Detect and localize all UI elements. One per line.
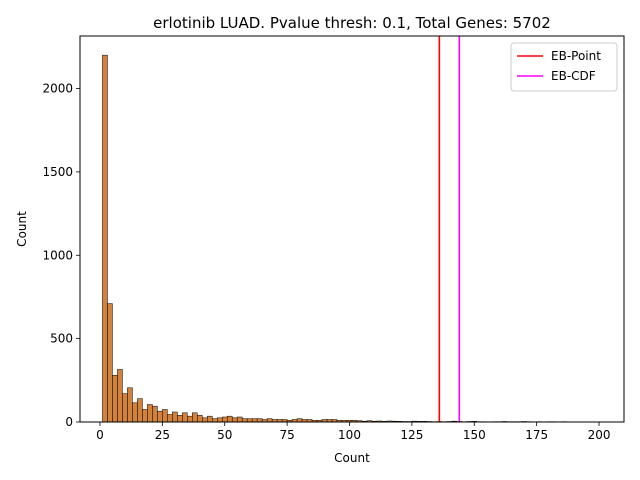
histogram-bar [246, 418, 253, 423]
plot-area-frame [79, 35, 625, 423]
x-axis: 0 25 50 75 100 125 150 175 200 [96, 422, 610, 442]
histogram-bar [127, 387, 133, 423]
legend-label-eb-point: EB-Point [551, 49, 601, 63]
histogram-bar [221, 416, 228, 423]
y-tick-label: 0 [65, 415, 73, 429]
histogram-bar [142, 409, 148, 423]
histogram-bar [132, 402, 138, 423]
x-axis-label: Count [334, 451, 370, 465]
histogram-bar [152, 405, 158, 423]
y-axis-label: Count [15, 211, 29, 247]
histogram-bar [147, 404, 153, 423]
histogram-bar [167, 414, 173, 423]
y-tick-label: 500 [50, 332, 73, 346]
histogram-bar [226, 415, 233, 423]
x-tick-label: 175 [525, 428, 548, 442]
x-tick-label: 75 [279, 428, 294, 442]
y-tick-label: 1000 [42, 248, 73, 262]
histogram-bar [207, 415, 213, 423]
histogram-bar [177, 415, 183, 423]
x-tick-label: 125 [400, 428, 423, 442]
histogram-bars [102, 54, 602, 423]
histogram-bar [236, 416, 243, 423]
y-axis: 0 500 1000 1500 2000 [42, 82, 80, 429]
y-tick-label: 1500 [42, 165, 73, 179]
x-tick-label: 200 [588, 428, 611, 442]
histogram-bar [192, 412, 198, 423]
legend-label-eb-cdf: EB-CDF [551, 69, 596, 83]
histogram-bar [182, 412, 188, 423]
legend-box [510, 42, 618, 92]
histogram-bar [187, 415, 193, 423]
histogram-bar [107, 303, 113, 423]
x-tick-label: 150 [463, 428, 486, 442]
histogram-bar [266, 418, 273, 423]
histogram-bar [202, 417, 208, 423]
histogram-bar [241, 418, 248, 423]
legend: EB-Point EB-CDF [510, 42, 618, 92]
histogram-bar [112, 375, 118, 423]
x-tick-label: 25 [155, 428, 170, 442]
histogram-bar [296, 418, 303, 423]
histogram-bar [157, 410, 163, 423]
chart-title: erlotinib LUAD. Pvalue thresh: 0.1, Tota… [153, 14, 551, 32]
x-tick-label: 100 [338, 428, 361, 442]
histogram-bar [162, 409, 168, 423]
histogram-bar [102, 54, 108, 423]
y-tick-label: 2000 [42, 82, 73, 96]
histogram-bar [172, 411, 178, 423]
histogram-bar [256, 418, 263, 423]
histogram-bar [137, 398, 143, 423]
histogram-bar [117, 369, 123, 423]
histogram-bar [212, 418, 218, 423]
x-tick-label: 50 [217, 428, 232, 442]
histogram-bar [231, 417, 238, 423]
histogram-bar [216, 417, 223, 423]
histogram-bar [197, 415, 203, 423]
x-tick-label: 0 [96, 428, 104, 442]
histogram-bar [122, 393, 128, 423]
histogram-bar [251, 418, 258, 423]
threshold-lines [438, 36, 461, 422]
